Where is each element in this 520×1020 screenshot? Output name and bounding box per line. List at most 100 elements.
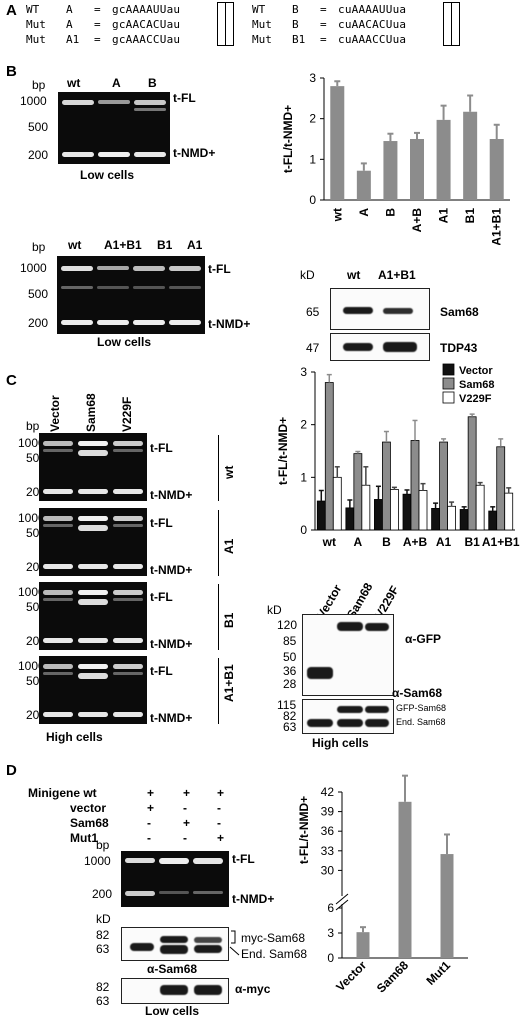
- band-end-sam68: End. Sam68: [241, 947, 308, 961]
- marker-82: 82: [96, 928, 110, 942]
- x-tick-label: A: [357, 208, 371, 217]
- gel-image: [121, 851, 229, 907]
- bar: [356, 932, 370, 958]
- condition-mark: +: [147, 786, 155, 800]
- gel-image: [39, 656, 147, 724]
- kd-label: kD: [267, 603, 282, 617]
- gel-band: [113, 712, 143, 717]
- group-label: wt: [222, 465, 236, 479]
- y-tick-label: 1: [300, 470, 307, 484]
- marker-85: 85: [283, 634, 297, 648]
- panel-a-label: A: [6, 2, 17, 19]
- gel-band: [78, 489, 108, 494]
- lane-label-wt: wt: [68, 238, 82, 252]
- x-tick-label: Vector: [333, 958, 369, 994]
- y-tick-label: 2: [309, 112, 316, 126]
- ladder-1000: 1000: [20, 94, 47, 108]
- x-tick-label: A1+B1: [482, 535, 520, 549]
- equals-sign: =: [320, 3, 327, 16]
- legend-label: Sam68: [459, 379, 494, 391]
- protein-tdp43: TDP43: [440, 341, 478, 355]
- y-tick-label: 0: [327, 951, 334, 965]
- marker-63: 63: [96, 942, 110, 956]
- antibody-sam68: α-Sam68: [147, 962, 198, 976]
- band-label-tnmd: t-NMD+: [150, 711, 193, 725]
- marker-120: 120: [277, 618, 298, 632]
- gel-band: [113, 516, 143, 521]
- x-tick-label: A+B: [410, 208, 424, 233]
- kd-label: kD: [96, 912, 111, 926]
- x-tick-label: Sam68: [374, 958, 411, 995]
- gel-band: [113, 524, 143, 527]
- equals-sign: =: [94, 3, 101, 16]
- antibody-myc: α-myc: [235, 982, 271, 996]
- band-label-tfl: t-FL: [150, 664, 173, 678]
- gel-band: [78, 564, 108, 569]
- equals-sign: =: [320, 18, 327, 31]
- ladder-200: 200: [28, 316, 49, 330]
- bar: [440, 854, 454, 958]
- lane-label-wt: wt: [347, 268, 361, 282]
- y-tick-label: 6: [327, 901, 334, 915]
- bar: [330, 86, 345, 200]
- gel-band: [43, 524, 73, 527]
- gel-band: [78, 664, 108, 669]
- antibody-sam68: α-Sam68: [392, 686, 443, 700]
- gel-band: [113, 564, 143, 569]
- ladder-1000: 1000: [18, 585, 45, 599]
- gel-caption: Low cells: [97, 335, 152, 349]
- band-label-tnmd: t-NMD+: [232, 892, 275, 906]
- ladder-1000: 1000: [20, 261, 47, 275]
- gel-band: [43, 598, 73, 601]
- marker-115: 115: [277, 698, 297, 712]
- gel-band: [43, 664, 73, 669]
- y-tick-label: 1: [309, 152, 316, 166]
- bp-label: bp: [32, 240, 46, 254]
- group-divider: [218, 658, 219, 724]
- sequence-id: B: [292, 18, 299, 31]
- x-tick-label: A1+B1: [490, 208, 504, 245]
- band-label-tnmd: t-NMD+: [150, 488, 193, 502]
- lane-label-vector: Vector: [48, 395, 62, 432]
- marker-47: 47: [306, 341, 320, 355]
- legend-swatch: [442, 377, 455, 390]
- gel-image: [39, 433, 147, 501]
- marker-50: 50: [283, 650, 297, 664]
- legend-swatch: [442, 363, 455, 376]
- y-tick-label: 30: [321, 863, 335, 877]
- gel-band: [78, 599, 108, 605]
- bar: [374, 499, 383, 531]
- x-tick-label: B1: [463, 208, 477, 224]
- band-label-tfl: t-FL: [173, 91, 196, 105]
- bar: [356, 170, 371, 200]
- y-tick-label: 2: [300, 418, 307, 432]
- x-tick-label: wt: [322, 535, 336, 549]
- sequence-text: gcAAACCUau: [112, 33, 181, 46]
- sequence-text: gcAAAAUUau: [112, 3, 181, 16]
- condition-label: Sam68: [70, 816, 109, 830]
- group-divider: [218, 510, 219, 576]
- bar: [447, 505, 456, 531]
- band-label-tfl: t-FL: [232, 852, 255, 866]
- gel-band: [43, 449, 73, 452]
- gel-band: [113, 449, 143, 452]
- bar: [345, 507, 355, 531]
- sequence-text: cuAACACUua: [338, 18, 407, 31]
- highlight-box: [451, 2, 460, 46]
- bar: [496, 446, 506, 531]
- gel-band: [43, 712, 73, 717]
- ladder-1000: 1000: [84, 854, 111, 868]
- x-tick-label: A1: [437, 208, 451, 224]
- blot-caption: High cells: [312, 736, 369, 750]
- marker-65: 65: [306, 305, 320, 319]
- gel-band: [78, 516, 108, 521]
- gel-image: [39, 508, 147, 576]
- western-blot: [330, 288, 430, 330]
- condition-mark: +: [183, 786, 191, 800]
- equals-sign: =: [320, 33, 327, 46]
- bar: [504, 492, 514, 531]
- equals-sign: =: [94, 33, 101, 46]
- bp-label: bp: [96, 838, 110, 852]
- band-gfp-sam68: GFP-Sam68: [396, 703, 447, 713]
